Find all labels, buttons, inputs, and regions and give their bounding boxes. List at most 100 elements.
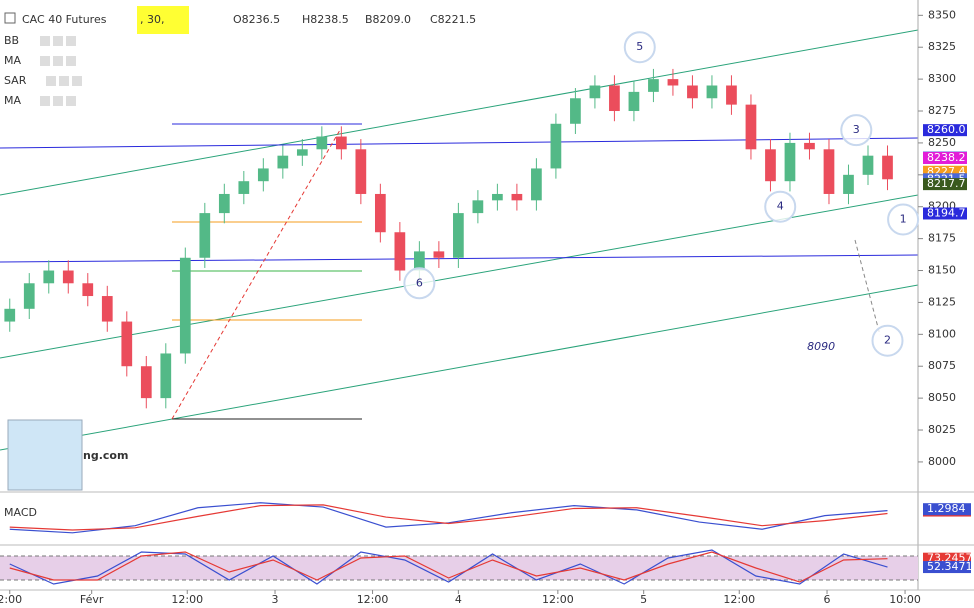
ohlc-high: H8238.5 [302, 13, 349, 26]
x-tick-label: 10:00 [889, 593, 921, 606]
price-label-bg [923, 151, 967, 164]
candle-body [296, 149, 308, 156]
y-tick-label: 8350 [928, 8, 956, 21]
header: CAC 40 Futures , 30, O8236.5 H8238.5 B82… [4, 6, 476, 34]
candle-body [453, 213, 464, 258]
pane-label: 52.3471 [927, 560, 973, 573]
indicator-label: MA [4, 94, 21, 107]
candle-body [862, 155, 874, 175]
x-tick-label: 12:00 [542, 593, 574, 606]
candle-body [179, 257, 191, 354]
pane-label-bg [923, 503, 971, 516]
indicator-button[interactable] [40, 56, 50, 66]
y-tick-label: 8325 [928, 40, 956, 53]
candle-body [687, 85, 698, 99]
candle-body [82, 283, 94, 297]
candle-body [101, 296, 113, 322]
candle-body [433, 251, 445, 258]
pane-label: 1.2984 [927, 502, 966, 515]
candle-body [784, 142, 796, 182]
indicator-button[interactable] [66, 36, 76, 46]
x-tick-label: 12:00 [723, 593, 755, 606]
stoch-line [9, 551, 888, 583]
price-label: 8217.7 [927, 177, 966, 190]
x-tick-label: 6 [824, 593, 831, 606]
indicator-button[interactable] [53, 36, 63, 46]
candle-body [199, 213, 211, 258]
indicator-button[interactable] [59, 76, 69, 86]
wave-label: 5 [636, 40, 643, 53]
x-tick-label: 2:00 [0, 593, 22, 606]
indicator-button[interactable] [53, 96, 63, 106]
candle-body [335, 136, 347, 150]
y-tick-label: 8125 [928, 295, 956, 308]
candle-body [550, 123, 562, 169]
candle-body [414, 251, 425, 271]
candle-body [238, 181, 250, 194]
logo-text: ng.com [83, 449, 128, 462]
candle-body [667, 79, 679, 86]
wave-label: 4 [777, 200, 784, 213]
candle-body [706, 85, 718, 99]
candle-body [882, 155, 893, 180]
wave-circle [840, 114, 873, 147]
y-tick-label: 8300 [928, 72, 956, 85]
candle-body [140, 366, 152, 399]
y-tick-label: 8250 [928, 136, 956, 149]
candle-body [823, 149, 835, 194]
candle-body [257, 168, 269, 182]
y-tick-label: 8175 [928, 232, 956, 245]
indicator-label: BB [4, 34, 19, 47]
candle-body [472, 200, 484, 214]
stoch-line [9, 549, 888, 585]
candle-body [492, 193, 503, 201]
candle-body [609, 85, 620, 112]
indicator-button[interactable] [40, 36, 50, 46]
candle-body [843, 174, 854, 194]
x-tick-label: Févr [80, 593, 104, 606]
y-tick-label: 8000 [928, 455, 956, 468]
candle-body [62, 270, 74, 284]
wave-label: 3 [853, 123, 860, 136]
candle-body [726, 85, 737, 105]
indicator-button[interactable] [53, 56, 63, 66]
candle-body [648, 79, 659, 92]
indicator-button[interactable] [40, 96, 50, 106]
price-label-bg [923, 124, 967, 137]
wave-label: 2 [884, 334, 891, 347]
wave-circle [764, 190, 797, 223]
indicator-button[interactable] [66, 56, 76, 66]
ohlc-close: C8221.5 [430, 13, 476, 26]
y-tick-label: 8100 [928, 327, 956, 340]
wave-circle [887, 203, 920, 236]
y-tick-label: 8075 [928, 359, 956, 372]
price-label: 8238.2 [927, 151, 966, 164]
indicator-label: SAR [4, 74, 27, 87]
candle-body [277, 155, 289, 169]
indicator-button[interactable] [46, 76, 56, 86]
interval-highlight [137, 6, 189, 34]
collapse-icon[interactable] [4, 12, 16, 24]
wave-label: 1 [900, 212, 907, 225]
candle-body [531, 168, 542, 201]
indicator-button[interactable] [72, 76, 82, 86]
y-tick-label: 8275 [928, 104, 956, 117]
macd-line [9, 502, 888, 534]
x-tick-label: 12:00 [171, 593, 203, 606]
candle-body [4, 308, 16, 322]
wave-circle [403, 267, 436, 300]
candle-body [355, 149, 367, 194]
x-tick-label: 12:00 [357, 593, 389, 606]
macd-line [9, 504, 888, 531]
x-tick-label: 3 [272, 593, 279, 606]
indicator-button[interactable] [66, 96, 76, 106]
candle-body [394, 232, 406, 271]
interval[interactable]: , 30, [140, 13, 165, 26]
candle-body [745, 104, 757, 150]
candle-body [43, 270, 55, 284]
candle-body [374, 193, 386, 233]
price-label-bg [923, 207, 967, 220]
candle-body [316, 136, 328, 150]
symbol: CAC 40 Futures [22, 13, 107, 26]
ohlc-open: O8236.5 [233, 13, 280, 26]
